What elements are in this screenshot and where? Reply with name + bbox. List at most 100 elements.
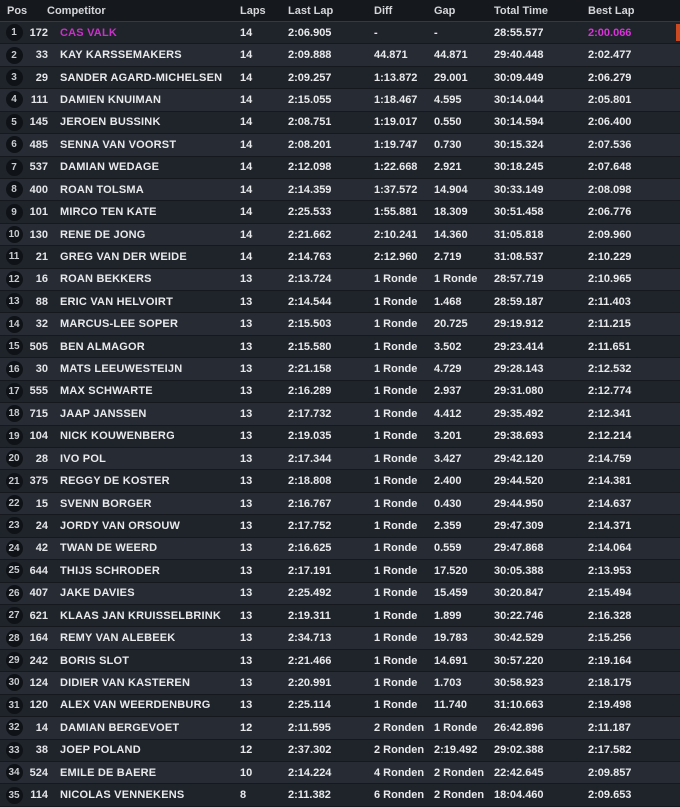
table-row[interactable]: 31 120 ALEX VAN WEERDENBURG 13 2:25.114 … bbox=[0, 694, 680, 718]
competitor-name: SENNA VAN VOORST bbox=[60, 138, 177, 151]
best-lap-value: 2:19.164 bbox=[588, 654, 632, 667]
table-row[interactable]: 35 114 NICOLAS VENNEKENS 8 2:11.382 6 Ro… bbox=[0, 784, 680, 807]
competitor-name: SANDER AGARD-MICHELSEN bbox=[60, 71, 223, 84]
competitor-number: 555 bbox=[29, 385, 48, 398]
table-row[interactable]: 20 28 IVO POL 13 2:17.344 1 Ronde 3.427 … bbox=[0, 448, 680, 471]
laps-value: 10 bbox=[240, 766, 253, 779]
position-cell: 4 bbox=[0, 91, 28, 109]
total-time-value: 26:42.896 bbox=[494, 721, 544, 734]
laps-value: 14 bbox=[240, 161, 253, 174]
gap-value: 2.359 bbox=[434, 519, 462, 532]
table-row[interactable]: 12 16 ROAN BEKKERS 13 2:13.724 1 Ronde 1… bbox=[0, 268, 680, 292]
column-header-diff[interactable]: Diff bbox=[374, 4, 393, 17]
column-header-pos[interactable]: Pos bbox=[7, 4, 28, 17]
laps-value: 13 bbox=[240, 475, 253, 488]
last-lap-value: 2:15.503 bbox=[288, 318, 332, 331]
table-row[interactable]: 34 524 EMILE DE BAERE 10 2:14.224 4 Rond… bbox=[0, 761, 680, 785]
diff-value: 1:55.881 bbox=[374, 206, 418, 219]
table-row[interactable]: 9 101 MIRCO TEN KATE 14 2:25.533 1:55.88… bbox=[0, 201, 680, 224]
table-row[interactable]: 2 33 KAY KARSSEMAKERS 14 2:09.888 44.871… bbox=[0, 44, 680, 67]
table-row[interactable]: 11 21 GREG VAN DER WEIDE 14 2:14.763 2:1… bbox=[0, 246, 680, 269]
column-header-last-lap[interactable]: Last Lap bbox=[288, 4, 334, 17]
table-row[interactable]: 23 24 JORDY VAN ORSOUW 13 2:17.752 1 Ron… bbox=[0, 515, 680, 538]
best-lap-value: 2:18.175 bbox=[588, 676, 632, 689]
column-header-best-lap[interactable]: Best Lap bbox=[588, 4, 635, 17]
position-cell: 8 bbox=[0, 181, 28, 199]
table-row[interactable]: 10 130 RENE DE JONG 14 2:21.662 2:10.241… bbox=[0, 223, 680, 247]
table-row[interactable]: 1 172 CAS VALK 14 2:06.905 - - 28:55.577… bbox=[0, 22, 680, 45]
table-row[interactable]: 22 15 SVENN BORGER 13 2:16.767 1 Ronde 0… bbox=[0, 492, 680, 516]
table-row[interactable]: 28 164 REMY VAN ALEBEEK 13 2:34.713 1 Ro… bbox=[0, 627, 680, 650]
table-row[interactable]: 5 145 JEROEN BUSSINK 14 2:08.751 1:19.01… bbox=[0, 111, 680, 135]
gap-value: 2.921 bbox=[434, 161, 462, 174]
competitor-number: 130 bbox=[29, 228, 48, 241]
total-time-value: 30:58.923 bbox=[494, 676, 544, 689]
laps-value: 14 bbox=[240, 250, 253, 263]
gap-value: 3.201 bbox=[434, 430, 462, 443]
table-row[interactable]: 7 537 DAMIAN WEDAGE 14 2:12.098 1:22.668… bbox=[0, 156, 680, 179]
table-row[interactable]: 15 505 BEN ALMAGOR 13 2:15.580 1 Ronde 3… bbox=[0, 335, 680, 359]
table-row[interactable]: 18 715 JAAP JANSSEN 13 2:17.732 1 Ronde … bbox=[0, 403, 680, 426]
laps-value: 14 bbox=[240, 116, 253, 129]
last-lap-value: 2:17.191 bbox=[288, 564, 332, 577]
table-row[interactable]: 17 555 MAX SCHWARTE 13 2:16.289 1 Ronde … bbox=[0, 380, 680, 404]
table-row[interactable]: 33 38 JOEP POLAND 12 2:37.302 2 Ronden 2… bbox=[0, 739, 680, 762]
table-row[interactable]: 4 111 DAMIEN KNUIMAN 14 2:15.055 1:18.46… bbox=[0, 89, 680, 112]
column-header-total-time[interactable]: Total Time bbox=[494, 4, 548, 17]
table-row[interactable]: 14 32 MARCUS-LEE SOPER 13 2:15.503 1 Ron… bbox=[0, 313, 680, 336]
table-row[interactable]: 32 14 DAMIAN BERGEVOET 12 2:11.595 2 Ron… bbox=[0, 717, 680, 740]
table-row[interactable]: 8 400 ROAN TOLSMA 14 2:14.359 1:37.572 1… bbox=[0, 178, 680, 202]
best-lap-value: 2:19.498 bbox=[588, 699, 632, 712]
competitor-name: JOEP POLAND bbox=[60, 744, 141, 757]
competitor-name: THIJS SCHRODER bbox=[60, 564, 160, 577]
competitor-name: DIDIER VAN KASTEREN bbox=[60, 676, 191, 689]
column-header-competitor[interactable]: Competitor bbox=[47, 4, 106, 17]
position-cell: 20 bbox=[0, 450, 28, 468]
best-lap-value: 2:11.187 bbox=[588, 721, 631, 734]
total-time-value: 29:47.309 bbox=[494, 519, 544, 532]
total-time-value: 30:33.149 bbox=[494, 183, 544, 196]
table-row[interactable]: 21 375 REGGY DE KOSTER 13 2:18.808 1 Ron… bbox=[0, 470, 680, 493]
table-row[interactable]: 25 644 THIJS SCHRODER 13 2:17.191 1 Rond… bbox=[0, 560, 680, 583]
best-lap-value: 2:00.066 bbox=[588, 26, 632, 39]
competitor-name: TWAN DE WEERD bbox=[60, 542, 158, 555]
table-row[interactable]: 30 124 DIDIER VAN KASTEREN 13 2:20.991 1… bbox=[0, 672, 680, 695]
diff-value: 1 Ronde bbox=[374, 587, 418, 600]
position-cell: 18 bbox=[0, 405, 28, 423]
laps-value: 14 bbox=[240, 138, 253, 151]
competitor-name: ERIC VAN HELVOIRT bbox=[60, 295, 173, 308]
gap-value: 2.719 bbox=[434, 250, 462, 263]
diff-value: 1:18.467 bbox=[374, 93, 418, 106]
best-lap-value: 2:12.532 bbox=[588, 363, 632, 376]
laps-value: 13 bbox=[240, 363, 253, 376]
column-header-laps[interactable]: Laps bbox=[240, 4, 266, 17]
position-badge: 14 bbox=[5, 315, 23, 333]
table-header: Pos Competitor Laps Last Lap Diff Gap To… bbox=[0, 0, 680, 22]
laps-value: 12 bbox=[240, 744, 253, 757]
total-time-value: 29:38.693 bbox=[494, 430, 544, 443]
total-time-value: 30:14.594 bbox=[494, 116, 544, 129]
total-time-value: 31:05.818 bbox=[494, 228, 544, 241]
table-row[interactable]: 19 104 NICK KOUWENBERG 13 2:19.035 1 Ron… bbox=[0, 425, 680, 449]
table-row[interactable]: 24 42 TWAN DE WEERD 13 2:16.625 1 Ronde … bbox=[0, 537, 680, 561]
table-row[interactable]: 3 29 SANDER AGARD-MICHELSEN 14 2:09.257 … bbox=[0, 66, 680, 90]
table-row[interactable]: 27 621 KLAAS JAN KRUISSELBRINK 13 2:19.3… bbox=[0, 604, 680, 628]
competitor-name: CAS VALK bbox=[60, 26, 118, 39]
competitor-number: 114 bbox=[30, 789, 48, 802]
position-badge: 26 bbox=[5, 584, 23, 602]
best-lap-value: 2:15.256 bbox=[588, 632, 632, 645]
last-lap-value: 2:14.763 bbox=[288, 250, 332, 263]
gap-value: 1 Ronde bbox=[434, 273, 478, 286]
competitor-name: DAMIAN BERGEVOET bbox=[60, 721, 180, 734]
position-cell: 12 bbox=[0, 270, 28, 288]
column-header-gap[interactable]: Gap bbox=[434, 4, 456, 17]
table-row[interactable]: 6 485 SENNA VAN VOORST 14 2:08.201 1:19.… bbox=[0, 134, 680, 157]
table-row[interactable]: 16 30 MATS LEEUWESTEIJN 13 2:21.158 1 Ro… bbox=[0, 358, 680, 381]
position-cell: 22 bbox=[0, 495, 28, 513]
total-time-value: 31:10.663 bbox=[494, 699, 544, 712]
table-row[interactable]: 26 407 JAKE DAVIES 13 2:25.492 1 Ronde 1… bbox=[0, 582, 680, 605]
position-cell: 21 bbox=[0, 472, 28, 490]
table-row[interactable]: 29 242 BORIS SLOT 13 2:21.466 1 Ronde 14… bbox=[0, 649, 680, 673]
gap-value: 1.468 bbox=[434, 295, 462, 308]
table-row[interactable]: 13 88 ERIC VAN HELVOIRT 13 2:14.544 1 Ro… bbox=[0, 291, 680, 314]
